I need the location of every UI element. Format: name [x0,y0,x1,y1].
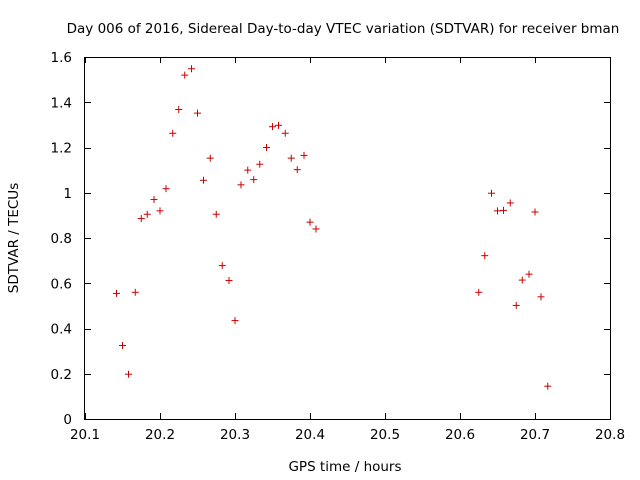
data-point [113,289,120,297]
data-point [181,71,189,79]
x-tick-label: 20.6 [445,427,475,443]
data-point [275,121,282,129]
y-tick-label: 0 [63,412,72,428]
data-point [237,181,245,189]
data-point [281,129,289,137]
data-point [506,199,514,207]
data-points [113,65,552,390]
data-point [188,65,195,73]
y-tick-label: 0.4 [51,322,72,338]
data-point [512,301,520,309]
y-tick-label: 0.8 [51,231,72,247]
data-point [293,166,301,174]
data-point [137,215,145,223]
data-point [518,276,526,284]
data-point [169,129,177,137]
data-point [475,288,483,296]
data-point [312,225,320,233]
data-point [150,196,158,204]
x-tick-label: 20.3 [220,427,250,443]
x-axis-label: GPS time / hours [288,459,401,475]
y-tick-label: 1.2 [51,141,72,157]
data-point [231,317,239,325]
y-tick-label: 0.2 [51,367,72,383]
data-point [531,208,539,216]
data-point [250,176,258,184]
data-point [131,288,139,296]
data-point [488,189,495,197]
data-point [218,262,226,270]
data-point [256,160,264,168]
y-axis-label: SDTVAR / TECUs [6,183,22,293]
data-point [156,207,164,215]
data-point [537,293,545,301]
data-point [306,218,314,226]
data-point [263,144,270,151]
x-tick-label: 20.5 [370,427,400,443]
x-tick-label: 20.2 [145,427,175,443]
x-axis: 20.1 20.2 20.3 20.4 20.5 20.6 20.7 20.8 [70,57,625,443]
data-point [300,151,308,159]
y-tick-label: 1.4 [51,95,72,111]
data-point [119,341,126,349]
data-point [525,270,533,278]
x-tick-label: 20.4 [295,427,325,443]
x-tick-label: 20.7 [520,427,550,443]
data-point [544,382,552,390]
data-point [244,166,252,174]
y-tick-label: 1 [63,186,72,202]
data-point [200,176,207,184]
data-point [125,370,132,378]
data-point [143,210,151,218]
chart-title: Day 006 of 2016, Sidereal Day-to-day VTE… [67,21,620,37]
data-point [212,210,220,218]
data-point [225,277,233,285]
y-axis: 0 0.2 0.4 0.6 0.8 1 1.2 1.4 1.6 [51,50,610,428]
data-point [175,105,183,113]
data-point [269,123,276,131]
data-point [500,206,507,214]
x-tick-label: 20.8 [595,427,625,443]
data-point [287,154,295,162]
data-point [206,154,214,162]
y-tick-label: 0.6 [51,276,72,292]
data-point [194,109,201,117]
data-point [494,207,501,215]
data-point [162,185,170,193]
plot-frame [84,57,611,420]
y-tick-label: 1.6 [51,50,72,66]
data-point [481,252,489,260]
x-tick-label: 20.1 [70,427,100,443]
